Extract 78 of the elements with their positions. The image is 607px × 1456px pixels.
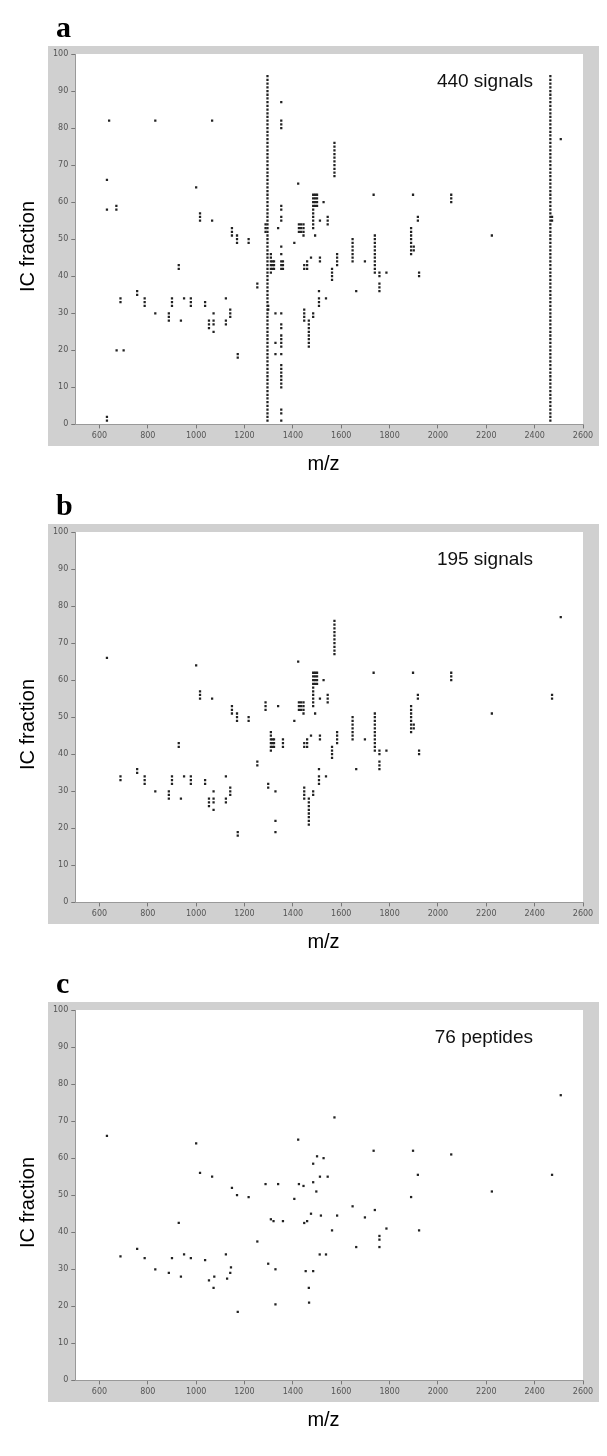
x-tick-label: 1800 — [379, 909, 400, 919]
y-tick-label: 70 — [58, 1116, 69, 1126]
x-tick-label: 2400 — [524, 909, 545, 919]
x-tick-label: 1400 — [282, 1387, 304, 1397]
x-tick-label: 1200 — [234, 909, 255, 919]
y-axis-title: IC fraction — [16, 1156, 40, 1248]
x-tick-label: 1000 — [185, 909, 207, 919]
y-tick-label: 100 — [52, 1005, 69, 1015]
x-tick-label: 2400 — [524, 1387, 545, 1397]
x-tick-label: 600 — [91, 1387, 108, 1397]
x-tick-label: 1000 — [185, 431, 207, 441]
x-tick-label: 2600 — [572, 1387, 594, 1397]
y-tick-label: 90 — [58, 86, 69, 96]
x-tick-label: 2000 — [427, 909, 449, 919]
y-tick-label: 70 — [58, 160, 69, 170]
chart-title: a — [56, 9, 72, 45]
y-tick-label: 10 — [58, 860, 69, 870]
x-axis-title: m/z — [306, 929, 341, 954]
x-tick-label: 800 — [140, 431, 156, 441]
x-tick-label: 1600 — [331, 431, 352, 441]
y-tick-label: 70 — [58, 638, 69, 648]
y-tick-label: 10 — [58, 382, 69, 392]
y-tick-label: 0 — [63, 1375, 69, 1385]
x-tick-label: 1000 — [185, 1387, 207, 1397]
x-tick-label: 1200 — [234, 431, 255, 441]
x-tick-label: 1600 — [331, 909, 352, 919]
y-tick-label: 0 — [63, 419, 69, 429]
y-tick-label: 50 — [58, 234, 69, 244]
chart-title: b — [56, 487, 74, 523]
y-tick-label: 20 — [58, 1301, 69, 1311]
x-tick-label: 2600 — [572, 431, 594, 441]
x-tick-label: 2200 — [476, 909, 497, 919]
y-tick-label: 60 — [58, 197, 69, 207]
annotation: 195 signals — [436, 547, 533, 569]
y-tick-label: 20 — [58, 345, 69, 355]
x-tick-label: 1800 — [379, 1387, 400, 1397]
x-axis-title: m/z — [306, 1407, 341, 1432]
y-tick-label: 40 — [58, 1227, 69, 1237]
y-tick-label: 80 — [58, 1079, 69, 1089]
x-tick-label: 1800 — [379, 431, 400, 441]
y-tick-label: 100 — [52, 49, 69, 59]
y-tick-label: 90 — [58, 564, 69, 574]
annotation: 76 peptides — [434, 1025, 533, 1047]
x-tick-label: 600 — [91, 431, 108, 441]
x-tick-label: 1600 — [331, 1387, 352, 1397]
y-tick-label: 50 — [58, 1190, 69, 1200]
x-tick-label: 800 — [140, 909, 156, 919]
y-tick-label: 30 — [58, 308, 69, 318]
y-tick-label: 100 — [52, 527, 69, 537]
x-tick-label: 800 — [140, 1387, 156, 1397]
y-tick-label: 60 — [58, 675, 69, 685]
y-tick-label: 10 — [58, 1338, 69, 1348]
y-tick-label: 50 — [58, 712, 69, 722]
y-tick-label: 40 — [58, 271, 69, 281]
y-tick-label: 90 — [58, 1042, 69, 1052]
x-tick-label: 1200 — [234, 1387, 255, 1397]
x-tick-label: 600 — [91, 909, 108, 919]
x-tick-label: 2400 — [524, 431, 545, 441]
x-tick-label: 1400 — [282, 909, 304, 919]
x-axis-title: m/z — [306, 451, 341, 476]
y-tick-label: 60 — [58, 1153, 69, 1163]
x-tick-label: 2200 — [476, 431, 497, 441]
y-tick-label: 80 — [58, 123, 69, 133]
x-tick-label: 1400 — [282, 431, 304, 441]
y-tick-label: 30 — [58, 786, 69, 796]
y-tick-label: 40 — [58, 749, 69, 759]
x-tick-label: 2000 — [427, 1387, 449, 1397]
annotation: 440 signals — [436, 69, 533, 91]
y-tick-label: 80 — [58, 601, 69, 611]
x-tick-label: 2600 — [572, 909, 594, 919]
y-axis-title: IC fraction — [16, 678, 40, 770]
y-tick-label: 0 — [63, 897, 69, 907]
y-axis-title: IC fraction — [16, 200, 40, 292]
y-tick-label: 30 — [58, 1264, 69, 1274]
x-tick-label: 2200 — [476, 1387, 497, 1397]
chart-title: c — [56, 965, 71, 1001]
y-tick-label: 20 — [58, 823, 69, 833]
x-tick-label: 2000 — [427, 431, 449, 441]
